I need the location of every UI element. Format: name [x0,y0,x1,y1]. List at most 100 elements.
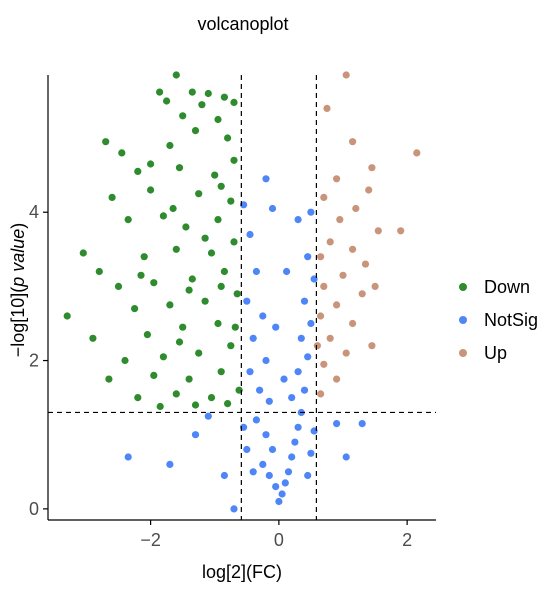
point-notsig [281,479,289,487]
point-down [217,182,225,190]
y-axis-title-prefix: −log[10]( [8,287,28,358]
point-up [326,238,334,246]
point-down [156,88,164,96]
point-notsig [283,267,291,276]
point-down [227,342,235,350]
point-down [143,331,151,339]
point-down [175,338,184,346]
point-down [124,216,132,224]
point-notsig [259,460,267,468]
point-down [207,394,216,402]
point-notsig [246,368,254,376]
point-down [230,98,238,106]
point-down [233,290,241,298]
point-down [201,234,209,242]
point-down [214,319,222,328]
point-down [224,134,232,142]
point-down [169,204,177,213]
point-down [89,334,97,342]
y-tick-label: 2 [29,351,39,371]
x-tick-label: −2 [140,530,161,550]
point-down [163,97,171,105]
point-up [342,71,350,79]
point-up [361,260,370,268]
point-notsig [246,230,254,239]
point-notsig [307,208,315,216]
point-notsig [259,312,267,320]
y-axis-title-italic: p value [8,229,28,288]
point-up [374,227,382,235]
point-down [175,164,184,172]
point-notsig [307,319,315,328]
point-notsig [304,353,312,361]
point-notsig [300,297,309,305]
x-axis-title: log[2](FC) [202,562,282,582]
chart-title: volcanoplot [197,14,288,34]
point-notsig [304,471,312,480]
point-down [185,375,193,383]
point-down [179,112,187,120]
point-notsig [284,468,293,476]
point-notsig [243,297,251,305]
legend-label-up: Up [484,343,507,363]
point-notsig [300,386,309,394]
point-up [397,227,405,235]
point-notsig [268,445,277,454]
point-notsig [280,375,288,383]
point-notsig [294,216,302,224]
point-down [147,186,155,194]
y-tick-label: 4 [29,202,39,222]
y-axis-title-suffix: ) [8,223,28,229]
point-down [220,267,228,276]
point-down [185,286,193,294]
point-down [182,223,190,231]
point-notsig [262,175,270,183]
point-notsig [243,445,251,454]
point-down [204,89,212,98]
legend-key-up [459,349,467,357]
point-notsig [204,412,212,420]
point-down [131,305,139,313]
point-notsig [256,386,264,394]
point-down [188,88,196,96]
point-down [134,167,142,175]
point-down [114,282,123,290]
point-notsig [288,453,296,461]
point-up [358,290,366,298]
point-down [198,101,206,109]
point-down [159,212,167,220]
point-down [137,271,145,279]
x-tick-label: 2 [402,530,412,550]
point-notsig [294,423,302,431]
point-down [150,279,158,287]
point-up [352,204,360,213]
point-notsig [288,394,296,402]
point-down [230,156,238,164]
point-notsig [265,471,273,480]
point-down [105,375,113,383]
point-notsig [272,323,280,331]
point-notsig [358,420,366,428]
point-down [121,356,129,365]
point-down [172,390,180,398]
legend-key-down [459,283,467,291]
legend-label-down: Down [484,277,530,297]
point-notsig [166,460,174,468]
point-down [230,238,238,246]
point-down [102,138,110,146]
point-down [63,312,71,320]
point-down [95,267,103,276]
point-notsig [294,368,302,376]
point-notsig [291,438,299,446]
point-up [339,271,347,279]
point-up [323,104,331,112]
point-up [320,282,328,290]
point-notsig [262,431,270,439]
point-notsig [124,453,132,461]
point-up [365,186,373,194]
legend-label-notsig: NotSig [484,310,538,330]
point-down [227,197,235,205]
point-notsig [297,334,305,342]
point-up [413,149,421,157]
point-down [217,282,225,290]
